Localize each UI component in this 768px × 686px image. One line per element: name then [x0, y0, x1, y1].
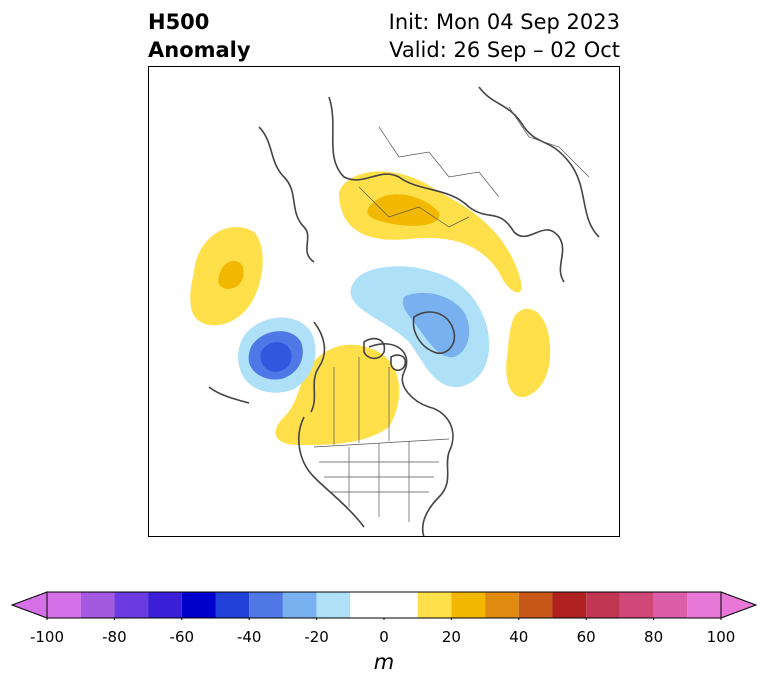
political-borders	[313, 106, 590, 522]
anomaly-fills	[190, 171, 551, 445]
anomaly-siberia-core	[367, 194, 440, 226]
colorbar-tick-label: -40	[236, 628, 262, 646]
colorbar-tick-label: 80	[644, 628, 664, 646]
colorbar-tick-label: 20	[441, 628, 461, 646]
coastline-arctic-islands	[363, 337, 407, 372]
coastline-greenland	[412, 311, 456, 354]
coastline-europe	[478, 86, 600, 238]
colorbar-segment	[518, 592, 553, 618]
coastline-east-asia	[258, 126, 315, 263]
anomaly-canada-positive	[275, 344, 400, 445]
colorbar-segment	[485, 592, 519, 618]
colorbar-tick-label: -20	[304, 628, 329, 646]
title-right: Init: Mon 04 Sep 2023 Valid: 26 Sep – 02…	[389, 8, 620, 64]
colorbar-segment	[282, 592, 317, 618]
anomaly-map	[148, 66, 620, 537]
colorbar-tick-label: -80	[102, 628, 127, 646]
colorbar-segment	[47, 592, 81, 618]
coastlines	[208, 86, 600, 536]
colorbar-tick-label: 0	[379, 628, 389, 646]
colorbar-segment	[181, 592, 216, 618]
border-us-states	[319, 441, 439, 522]
colorbar-segment	[687, 592, 721, 618]
init-date: Init: Mon 04 Sep 2023	[388, 10, 620, 34]
colorbar-unit: m	[373, 650, 395, 674]
colorbar-tick-label: 40	[509, 628, 529, 646]
anomaly-npacific-core	[218, 260, 244, 289]
colorbar-tick-label: -100	[29, 628, 65, 646]
colorbar-tick-label: -60	[169, 628, 195, 646]
coastline-siberia	[328, 96, 565, 283]
colorbar-segment	[586, 592, 620, 618]
title-anomaly: Anomaly	[148, 38, 251, 62]
colorbar-tick-label: 60	[576, 628, 596, 646]
colorbar-segment	[350, 592, 418, 618]
colorbar-segment	[316, 592, 351, 618]
coastline-alaska	[310, 321, 326, 413]
coastline-pacific-islands	[208, 386, 250, 404]
border-canada-provinces	[333, 357, 390, 445]
border-us-canada	[313, 438, 450, 448]
colorbar-segment	[249, 592, 283, 618]
colorbar-segment	[619, 592, 654, 618]
border-eurasia-1	[358, 186, 470, 228]
coastline-north-america	[298, 343, 454, 536]
colorbar-segment	[417, 592, 452, 618]
map-svg	[190, 86, 600, 536]
border-eurasia-3	[508, 106, 590, 178]
colorbar	[10, 591, 758, 620]
colorbar-segment	[451, 592, 486, 618]
colorbar-extend-max	[720, 591, 758, 619]
valid-period: Valid: 26 Sep – 02 Oct	[389, 38, 620, 62]
title-left: H500 Anomaly	[148, 8, 251, 64]
colorbar-extend-min	[10, 591, 48, 619]
title-variable: H500	[148, 10, 210, 34]
colorbar-segment	[552, 592, 587, 618]
anomaly-alaska-core	[260, 342, 292, 372]
colorbar-tick-label: 100	[706, 628, 736, 646]
anomaly-greenland-negative	[402, 292, 470, 358]
anomaly-europe-positive	[506, 308, 551, 398]
colorbar-segment	[215, 592, 250, 618]
colorbar-segment	[148, 592, 182, 618]
colorbar-segment	[114, 592, 149, 618]
colorbar-segment	[80, 592, 115, 618]
border-eurasia-2	[378, 126, 500, 198]
colorbar-segment	[653, 592, 688, 618]
